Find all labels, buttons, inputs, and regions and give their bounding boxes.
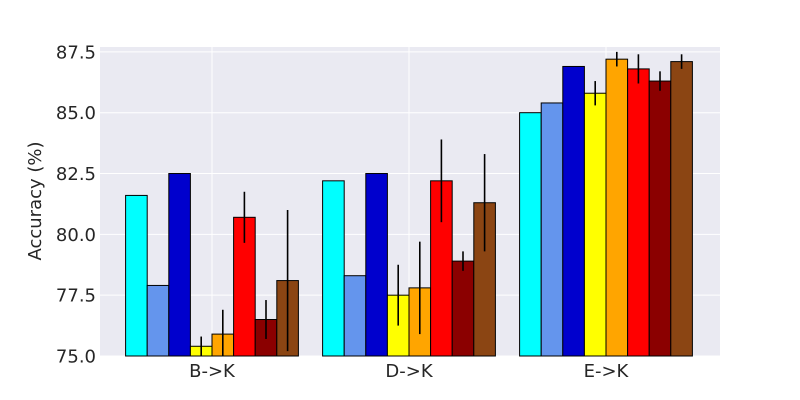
bar [146, 284, 170, 357]
y-tick-label: 80.0 [56, 225, 96, 246]
x-axis-ticks: B->K D->K E->K [189, 361, 629, 382]
bar [627, 68, 650, 357]
error-bars [200, 51, 683, 356]
bar [648, 80, 672, 357]
bar [322, 180, 345, 357]
y-tick-label: 77.5 [56, 286, 96, 307]
bar [365, 173, 388, 357]
bar [540, 102, 564, 357]
y-tick-label: 75.0 [56, 347, 96, 368]
x-tick-label: B->K [189, 361, 236, 382]
x-tick-label: E->K [584, 361, 630, 382]
bar [125, 194, 148, 357]
bar [562, 65, 585, 357]
bar [605, 58, 629, 357]
bars [125, 58, 693, 357]
bar [670, 61, 693, 357]
y-tick-label: 85.0 [56, 103, 96, 124]
y-tick-label: 82.5 [56, 164, 96, 185]
bar [583, 92, 607, 357]
bar [451, 260, 475, 357]
y-axis-ticks: 75.0 77.5 80.0 82.5 85.0 87.5 [56, 42, 96, 367]
bar [168, 173, 191, 357]
bar [343, 275, 367, 357]
bar [519, 112, 542, 357]
y-tick-label: 87.5 [56, 42, 96, 63]
y-axis-label: Accuracy (%) [25, 141, 46, 260]
x-tick-label: D->K [385, 361, 433, 382]
